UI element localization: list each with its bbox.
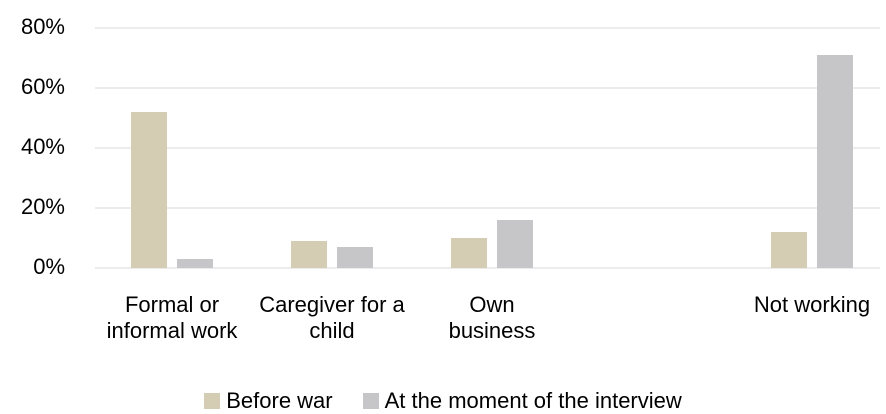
legend-label: At the moment of the interview [384, 388, 682, 413]
y-tick-label: 40% [21, 134, 65, 159]
bar [497, 220, 533, 268]
bar [291, 241, 327, 268]
bar [131, 112, 167, 268]
bar [177, 259, 213, 268]
legend-item: Before war [204, 388, 333, 414]
x-tick-label: Caregiver for a child [259, 292, 405, 343]
x-tick-label: Formal or informal work [106, 292, 238, 343]
legend-swatch [204, 393, 221, 409]
bar [771, 232, 807, 268]
legend-item: At the moment of the interview [362, 388, 682, 414]
legend: Before war At the moment of the interview [0, 388, 886, 414]
x-tick-label: Own business [448, 292, 536, 343]
y-tick-label: 20% [21, 194, 65, 219]
bar [817, 55, 853, 268]
y-tick-label: 80% [21, 14, 65, 39]
bar [337, 247, 373, 268]
x-tick-label: Not working [753, 292, 871, 317]
legend-swatch [362, 393, 379, 409]
y-tick-label: 60% [21, 74, 65, 99]
bar [451, 238, 487, 268]
legend-label: Before war [226, 388, 333, 413]
y-tick-label: 0% [33, 254, 65, 279]
